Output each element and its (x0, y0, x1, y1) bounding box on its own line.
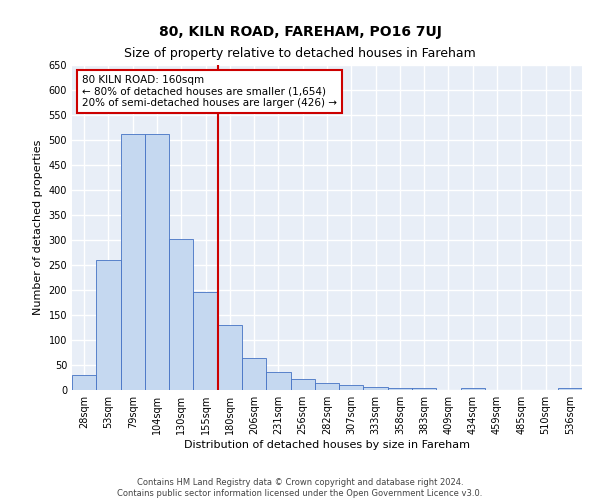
Bar (290, 379, 315, 390)
Text: Contains HM Land Registry data © Crown copyright and database right 2024.
Contai: Contains HM Land Registry data © Crown c… (118, 478, 482, 498)
Bar (266, 372, 290, 390)
Bar (72, 375, 96, 390)
Text: 80 KILN ROAD: 160sqm
← 80% of detached houses are smaller (1,654)
20% of semi-de: 80 KILN ROAD: 160sqm ← 80% of detached h… (82, 74, 337, 108)
Text: 80, KILN ROAD, FAREHAM, PO16 7UJ: 80, KILN ROAD, FAREHAM, PO16 7UJ (158, 25, 442, 39)
Bar (145, 134, 169, 390)
Bar (121, 134, 145, 390)
Bar (193, 292, 218, 390)
Bar (242, 358, 266, 390)
Bar (315, 382, 339, 390)
Text: Size of property relative to detached houses in Fareham: Size of property relative to detached ho… (124, 48, 476, 60)
Bar (96, 260, 121, 390)
Bar (558, 388, 582, 390)
Bar (461, 388, 485, 390)
Bar (169, 239, 193, 390)
Bar (364, 387, 388, 390)
Bar (388, 388, 412, 390)
Y-axis label: Number of detached properties: Number of detached properties (33, 140, 43, 315)
Bar (339, 385, 364, 390)
X-axis label: Distribution of detached houses by size in Fareham: Distribution of detached houses by size … (184, 440, 470, 450)
Bar (218, 325, 242, 390)
Bar (412, 388, 436, 390)
